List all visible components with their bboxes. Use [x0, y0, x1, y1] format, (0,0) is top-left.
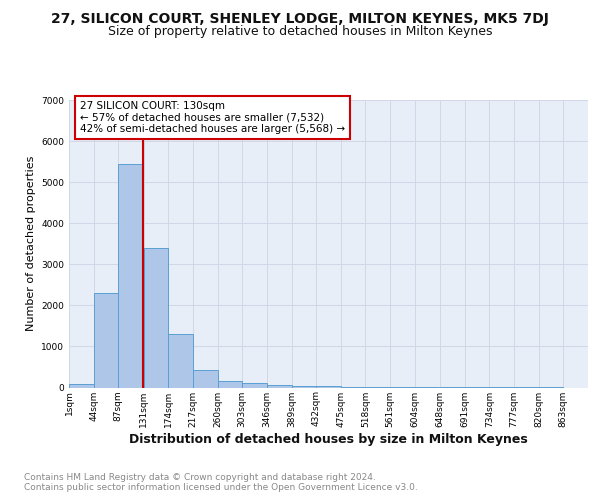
Bar [242, 384, 267, 388]
Text: 27 SILICON COURT: 130sqm
← 57% of detached houses are smaller (7,532)
42% of sem: 27 SILICON COURT: 130sqm ← 57% of detach… [80, 101, 345, 134]
Bar [292, 386, 316, 388]
Bar [118, 164, 143, 388]
Y-axis label: Number of detached properties: Number of detached properties [26, 156, 35, 332]
Text: Contains HM Land Registry data © Crown copyright and database right 2024.
Contai: Contains HM Land Registry data © Crown c… [24, 472, 418, 492]
Bar [267, 385, 292, 388]
Bar [316, 386, 341, 388]
Bar [218, 380, 242, 388]
Bar [168, 334, 193, 388]
Text: 27, SILICON COURT, SHENLEY LODGE, MILTON KEYNES, MK5 7DJ: 27, SILICON COURT, SHENLEY LODGE, MILTON… [51, 12, 549, 26]
Bar [94, 293, 118, 388]
Bar [193, 370, 218, 388]
Bar [143, 248, 168, 388]
Text: Size of property relative to detached houses in Milton Keynes: Size of property relative to detached ho… [108, 25, 492, 38]
Bar [69, 384, 94, 388]
Text: Distribution of detached houses by size in Milton Keynes: Distribution of detached houses by size … [130, 432, 528, 446]
